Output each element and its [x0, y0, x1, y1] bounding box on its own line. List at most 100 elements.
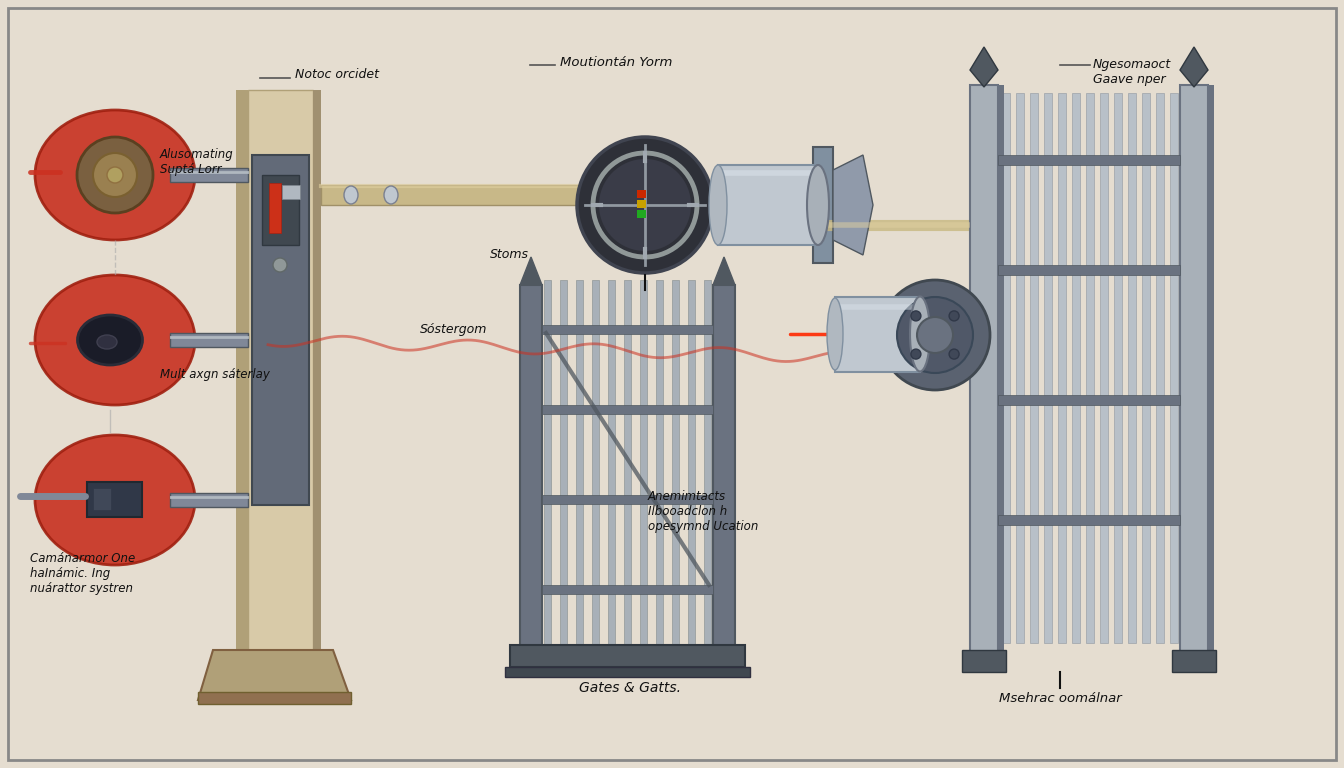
Ellipse shape	[910, 296, 930, 372]
Bar	[262, 175, 298, 245]
Text: Moutiontán Yorm: Moutiontán Yorm	[560, 55, 672, 68]
Text: Notoc orcidet: Notoc orcidet	[294, 68, 379, 81]
Bar	[1030, 93, 1038, 643]
Bar	[624, 280, 630, 650]
Bar	[1114, 93, 1122, 643]
Bar	[93, 488, 112, 510]
Bar	[999, 515, 1180, 525]
Circle shape	[949, 349, 960, 359]
Bar	[1086, 93, 1094, 643]
Polygon shape	[970, 47, 999, 87]
Bar	[544, 280, 551, 650]
Ellipse shape	[384, 186, 398, 204]
Ellipse shape	[710, 165, 727, 245]
Bar	[198, 692, 351, 704]
Ellipse shape	[35, 435, 195, 565]
Bar	[1128, 93, 1136, 643]
Bar	[688, 280, 695, 650]
Bar	[970, 85, 999, 655]
Bar	[637, 190, 646, 198]
Bar	[999, 265, 1180, 275]
Bar	[591, 280, 599, 650]
Circle shape	[911, 349, 921, 359]
Bar	[87, 482, 142, 517]
Text: Mult axgn sáterlay: Mult axgn sáterlay	[160, 368, 270, 381]
Bar	[704, 280, 711, 650]
Bar	[520, 285, 542, 650]
Bar	[718, 165, 818, 245]
Bar	[637, 210, 646, 218]
Bar	[672, 280, 679, 650]
Circle shape	[599, 159, 691, 251]
Bar	[656, 280, 663, 650]
Circle shape	[917, 317, 953, 353]
Bar	[637, 200, 646, 208]
Bar	[249, 90, 313, 650]
Bar	[577, 280, 583, 650]
Bar	[269, 183, 281, 233]
Bar	[542, 495, 714, 504]
Bar	[1142, 93, 1150, 643]
Text: Gates & Gatts.: Gates & Gatts.	[579, 681, 681, 695]
Bar	[237, 90, 249, 650]
Polygon shape	[1180, 47, 1208, 87]
Bar	[542, 405, 714, 414]
Circle shape	[93, 153, 137, 197]
Circle shape	[577, 137, 714, 273]
Circle shape	[273, 258, 288, 272]
Polygon shape	[198, 650, 351, 700]
Bar	[1172, 650, 1216, 672]
Ellipse shape	[35, 275, 195, 405]
Bar	[962, 650, 1007, 672]
Bar	[505, 667, 750, 677]
Bar	[835, 297, 921, 372]
Bar	[640, 280, 646, 650]
Text: Alusomating
Suptá Lorr: Alusomating Suptá Lorr	[160, 148, 234, 176]
Ellipse shape	[806, 165, 829, 245]
Text: Camánarmor One
haInámic. Ing
nuárattor systren: Camánarmor One haInámic. Ing nuárattor s…	[30, 552, 136, 595]
Bar	[1180, 85, 1208, 655]
Text: Msehrac oomálnar: Msehrac oomálnar	[999, 692, 1121, 705]
Circle shape	[108, 167, 124, 183]
Polygon shape	[813, 147, 833, 263]
Text: Stoms: Stoms	[491, 248, 530, 261]
Circle shape	[896, 297, 973, 373]
Bar	[253, 155, 309, 505]
Polygon shape	[833, 155, 874, 255]
Bar	[880, 317, 902, 353]
Bar	[542, 585, 714, 594]
Bar	[1099, 93, 1107, 643]
Ellipse shape	[35, 110, 195, 240]
Text: Sóstergom: Sóstergom	[419, 323, 488, 336]
Bar	[1208, 85, 1214, 655]
Bar	[313, 90, 321, 650]
Ellipse shape	[78, 315, 142, 365]
Bar	[1058, 93, 1066, 643]
Bar	[714, 285, 735, 650]
Bar	[1003, 93, 1009, 643]
Bar	[169, 333, 249, 347]
Bar	[1073, 93, 1081, 643]
Bar	[1016, 93, 1024, 643]
Bar	[1171, 93, 1177, 643]
Circle shape	[949, 311, 960, 321]
Bar	[607, 280, 616, 650]
Bar	[321, 185, 671, 205]
Bar	[169, 168, 249, 182]
Bar	[1156, 93, 1164, 643]
Bar	[999, 155, 1180, 165]
Text: Ngesomaoct
Gaave nper: Ngesomaoct Gaave nper	[1093, 58, 1171, 86]
Polygon shape	[520, 257, 542, 285]
Ellipse shape	[97, 335, 117, 349]
Bar	[1044, 93, 1052, 643]
Polygon shape	[714, 257, 735, 285]
Bar	[509, 645, 745, 667]
Bar	[999, 395, 1180, 405]
Circle shape	[911, 311, 921, 321]
Ellipse shape	[827, 298, 843, 370]
Circle shape	[880, 280, 991, 390]
Bar	[542, 325, 714, 334]
Bar	[169, 493, 249, 507]
Text: Anemimtacts
Ilbooadclon h
opesymnd Ucation: Anemimtacts Ilbooadclon h opesymnd Ucati…	[648, 490, 758, 533]
Bar	[999, 85, 1004, 655]
